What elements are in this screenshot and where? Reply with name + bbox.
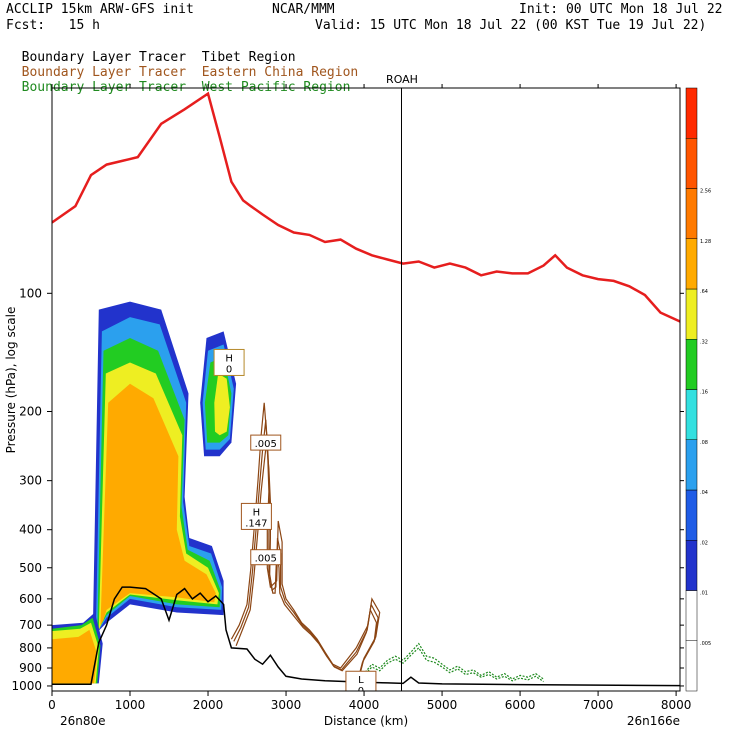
y-tick-label: 600 [19,592,42,606]
y-axis-label: Pressure (hPa), log scale [4,307,18,454]
x-tick-label: 5000 [427,698,458,712]
y-tick-label: 1000 [11,679,42,693]
terrain-line [52,586,680,687]
contour-label-box [240,502,272,530]
contour-label-text: 0 [226,364,232,375]
x-tick-label: 4000 [349,698,380,712]
colorbar-label: .005 [700,641,711,647]
colorbar-label: .08 [700,440,708,446]
x-tick-label: 7000 [583,698,614,712]
colorbar-label: .16 [700,390,708,396]
x-tick-label: 0 [48,698,56,712]
colorbar-swatch [685,489,698,541]
colorbar-label: .01 [700,591,708,597]
plot-frame [51,87,681,692]
end-location-label: 26n166e [627,714,680,728]
contour-label-text: H [225,353,233,364]
x-tick-label: 6000 [505,698,536,712]
y-tick-label: 400 [19,523,42,537]
x-tick-label: 1000 [115,698,146,712]
x-tick-label: 8000 [661,698,692,712]
tracer-plume-tibet-lower [52,629,98,684]
tracer-fill-layer [52,301,237,684]
eastern-china-tracer-contour [235,442,378,678]
colorbar-swatch [685,640,698,692]
colorbar-label: .32 [700,339,708,345]
colorbar-label: .04 [700,490,708,496]
y-tick-label: 200 [19,405,42,419]
contour-label-box [250,434,282,451]
tracer-plume-tibet [100,383,216,626]
tracer-region: Eastern China Region [201,65,359,80]
y-tick-label: 900 [19,661,42,675]
eastern-china-tracer-contour [233,419,379,676]
y-tick-label: 500 [19,561,42,575]
y-tick-label: 700 [19,618,42,632]
tropopause-line [52,91,680,323]
tracer-legend-tibet: Boundary Layer Tracer Tibet Region [6,35,296,65]
colorbar-swatch [685,339,698,390]
colorbar-swatch [685,188,698,239]
contour-label-text: H [253,507,261,518]
contour-value-label: L0 [345,670,377,697]
contour-label-box [213,348,245,376]
forecast-hour: Fcst: 15 h [6,18,100,33]
contour-label-box [250,549,282,566]
contour-value-label: .005 [250,549,282,566]
colorbar: .005 .01 .02 .04 .08 .16 .32 .64 1.28 2.56 [685,87,711,692]
tracer-name: Boundary Layer Tracer [21,65,187,80]
contour-label-text: L [358,675,364,686]
tracer-name: Boundary Layer Tracer [21,50,187,65]
x-tick-label: 2000 [193,698,224,712]
init-time: Init: 00 UTC Mon 18 Jul 22 [519,2,723,17]
start-location-label: 26n80e [60,714,106,728]
contour-label-box [345,670,377,691]
colorbar-label: .64 [700,289,708,295]
colorbar-label: 1.28 [700,239,711,245]
tracer-region: Tibet Region [201,50,296,65]
y-tick-label: 100 [19,286,42,300]
axes: 0 1000 2000 3000 4000 5000 6000 7000 80001002003… [11,84,691,712]
x-tick-label: 3000 [271,698,302,712]
contour-label-text: .005 [255,554,277,565]
colorbar-swatch [685,138,698,189]
colorbar-swatch [685,389,698,440]
colorbar-label: 2.56 [700,189,711,195]
contour-label-text: .147 [245,518,267,529]
tracer-plume-tibet-upper [214,373,230,436]
colorbar-swatch [685,540,698,591]
colorbar-swatch [685,288,698,340]
y-tick-label: 300 [19,474,42,488]
cross-point-label: ROAH [386,73,418,86]
contour-value-label: H0 [213,348,245,376]
organization: NCAR/MMM [272,2,335,17]
tracer-legend-eastern-china: Boundary Layer Tracer Eastern China Regi… [6,50,359,80]
colorbar-swatch [685,238,698,290]
x-axis-label: Distance (km) [324,714,408,728]
colorbar-swatch [685,87,698,139]
valid-time: Valid: 15 UTC Mon 18 Jul 22 (00 KST Tue … [315,18,707,33]
y-tick-label: 800 [19,641,42,655]
west-pacific-tracer-contour [355,642,544,680]
contour-label-text: 0 [358,686,364,697]
model-title: ACCLIP 15km ARW-GFS init [6,2,194,17]
colorbar-label: .02 [700,540,708,546]
west-pacific-tracer-contour [355,646,544,683]
contour-label-text: .005 [255,439,277,450]
colorbar-swatch [685,439,698,491]
colorbar-swatch [685,590,698,641]
contour-value-label: H.147 [240,502,272,530]
contour-value-label: .005 [250,434,282,451]
